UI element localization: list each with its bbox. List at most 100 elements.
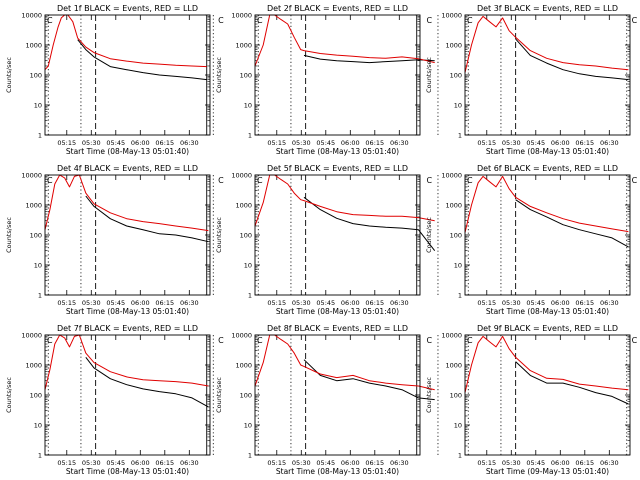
series-line-events [303,196,436,252]
y-tick-label: 10000 [441,12,462,20]
x-tick-label: 05:15 [57,459,76,467]
corner-mark: C [632,16,638,25]
corner-mark: C [427,16,433,25]
y-axis-label: Counts/sec [425,57,433,93]
y-tick-label: 10000 [21,172,42,180]
y-tick-label: 1 [38,132,42,140]
y-tick-label: 100 [30,392,42,400]
y-tick-label: 100 [450,392,462,400]
plot-frame [254,14,421,136]
x-axis-label: Start Time (08-May-13 05:01:40) [276,467,399,476]
x-axis-label: Start Time (08-May-13 05:01:40) [276,147,399,156]
x-tick-label: 06:30 [600,299,619,307]
y-tick-label: 100 [240,232,252,240]
corner-mark: C [257,16,263,25]
x-tick-label: 05:45 [106,299,125,307]
x-tick-label: 05:15 [267,299,286,307]
y-tick-label: 1 [38,292,42,300]
x-axis-label: Start Time (08-May-13 05:01:40) [276,307,399,316]
x-tick-label: 06:15 [575,299,594,307]
x-tick-label: 05:15 [477,459,496,467]
x-tick-label: 06:30 [390,299,409,307]
plot-title: Det 7f BLACK = Events, RED = LLD [57,324,198,333]
x-tick-label: 06:30 [180,299,199,307]
y-tick-label: 10000 [231,332,252,340]
x-tick-label: 06:00 [341,139,360,147]
x-tick-label: 06:15 [155,139,174,147]
plot-frame [464,174,631,296]
plot-panel-8: Det 8f BLACK = Events, RED = LLD Counts/s… [215,324,439,476]
y-axis-label: Counts/sec [425,217,433,253]
plot-title: Det 6f BLACK = Events, RED = LLD [477,164,618,173]
y-tick-label: 1 [458,452,462,460]
corner-mark: C [47,16,53,25]
plot-title: Det 1f BLACK = Events, RED = LLD [57,4,198,13]
y-axis-label: Counts/sec [5,217,13,253]
corner-mark: C [427,336,433,345]
y-tick-label: 10 [34,102,42,110]
plot-panel-4: Det 4f BLACK = Events, RED = LLD Counts/s… [5,164,224,316]
y-tick-label: 1 [458,132,462,140]
x-tick-label: 05:15 [57,139,76,147]
y-tick-label: 1000 [445,362,462,370]
x-tick-label: 05:30 [502,139,521,147]
plot-title: Det 3f BLACK = Events, RED = LLD [477,4,618,13]
x-tick-label: 06:15 [575,139,594,147]
plot-title: Det 8f BLACK = Events, RED = LLD [267,324,408,333]
y-tick-label: 1000 [235,202,252,210]
x-tick-label: 05:30 [292,299,311,307]
x-tick-label: 05:45 [526,299,545,307]
x-tick-label: 06:15 [365,139,384,147]
y-axis-label: Counts/sec [5,57,13,93]
y-tick-label: 1 [248,132,252,140]
plot-title: Det 5f BLACK = Events, RED = LLD [267,164,408,173]
y-tick-label: 100 [450,72,462,80]
plot-panel-9: Det 9f BLACK = Events, RED = LLD Counts/s… [425,324,638,476]
x-axis-label: Start Time (08-May-13 05:01:40) [66,307,189,316]
corner-mark: C [467,16,473,25]
x-tick-label: 06:15 [155,459,174,467]
y-tick-label: 10000 [21,332,42,340]
corner-mark: C [218,336,224,345]
y-tick-label: 10000 [231,12,252,20]
series-line-events [303,54,435,64]
plot-title: Det 9f BLACK = Events, RED = LLD [477,324,618,333]
y-tick-label: 1000 [25,42,42,50]
y-axis-label: Counts/sec [425,377,433,413]
series-line-events [515,361,629,405]
x-axis-label: Start Time (08-May-13 05:01:40) [486,147,609,156]
x-tick-label: 06:00 [551,299,570,307]
y-tick-label: 1000 [445,42,462,50]
x-axis-label: Start Time (08-May-13 05:01:40) [66,467,189,476]
y-tick-label: 10000 [21,12,42,20]
y-tick-label: 10 [244,422,252,430]
y-tick-label: 10000 [231,172,252,180]
y-axis-label: Counts/sec [5,377,13,413]
x-tick-label: 06:30 [180,139,199,147]
x-tick-label: 05:45 [526,139,545,147]
x-tick-label: 05:15 [267,139,286,147]
x-tick-label: 05:30 [82,299,101,307]
series-line-lld [464,335,629,393]
x-tick-label: 05:15 [57,299,76,307]
y-tick-label: 1 [458,292,462,300]
y-axis-label: Counts/sec [215,57,223,93]
plot-frame [44,174,211,296]
corner-mark: C [467,176,473,185]
y-tick-label: 10000 [441,332,462,340]
series-line-lld [464,15,629,73]
x-tick-label: 06:15 [365,459,384,467]
x-axis-label: Start Time (09-May-13 05:01:40) [486,467,609,476]
y-tick-label: 10000 [441,172,462,180]
x-tick-label: 05:45 [526,459,545,467]
x-tick-label: 05:30 [502,459,521,467]
plot-panel-6: Det 6f BLACK = Events, RED = LLD Counts/s… [425,164,638,316]
series-line-lld [254,14,435,67]
y-tick-label: 1000 [25,362,42,370]
x-tick-label: 05:45 [106,459,125,467]
x-tick-label: 05:45 [316,139,335,147]
y-tick-label: 10 [244,102,252,110]
corner-mark: C [467,336,473,345]
x-tick-label: 06:30 [390,459,409,467]
x-tick-label: 05:30 [292,459,311,467]
